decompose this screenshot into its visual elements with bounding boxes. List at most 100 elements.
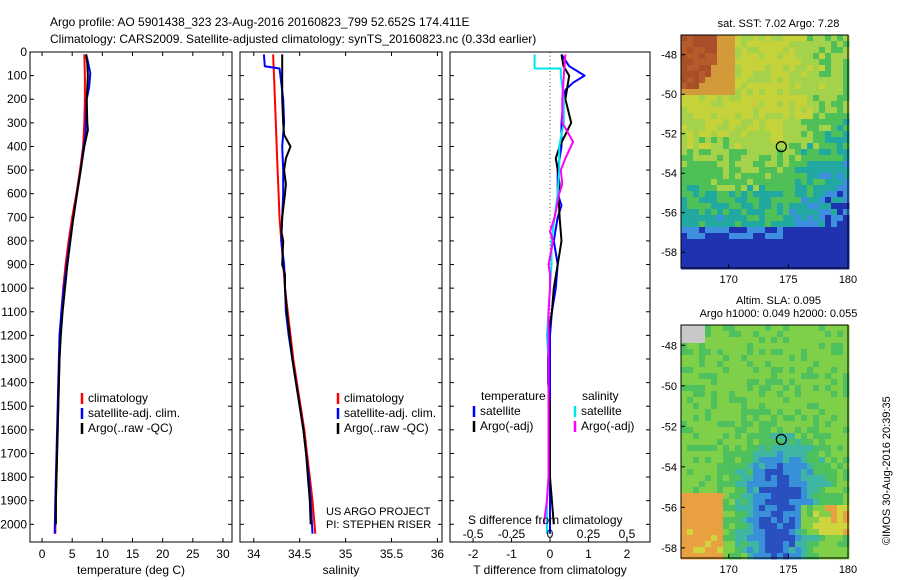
- map-cell: [735, 191, 742, 198]
- map-cell: [789, 203, 796, 210]
- map-cell: [837, 415, 844, 422]
- map-cell: [819, 553, 826, 560]
- map-cell: [801, 385, 808, 392]
- map-cell: [705, 161, 712, 168]
- map-cell: [771, 385, 778, 392]
- map-cell: [837, 487, 844, 494]
- map-cell: [687, 517, 694, 524]
- map-cell: [753, 433, 760, 440]
- y-tick-label: 1700: [0, 446, 27, 460]
- map-cell: [711, 167, 718, 174]
- map-cell: [813, 409, 820, 416]
- map-cell: [843, 203, 850, 210]
- map-cell: [819, 535, 826, 542]
- map-cell: [681, 403, 688, 410]
- map-cell: [735, 457, 742, 464]
- map-cell: [705, 209, 712, 216]
- map-cell: [699, 77, 706, 84]
- map-cell: [813, 337, 820, 344]
- map-cell: [711, 367, 718, 374]
- map-cell: [777, 239, 784, 246]
- y-tick-label: 1100: [1, 305, 27, 319]
- map-cell: [789, 263, 796, 270]
- argo-position-marker: [775, 433, 787, 446]
- map-cell: [681, 481, 688, 488]
- map-cell: [729, 77, 736, 84]
- map-cell: [777, 421, 784, 428]
- map-cell: [759, 385, 766, 392]
- map-cell: [759, 155, 766, 162]
- map-frame: [680, 34, 849, 269]
- map-cell: [693, 89, 700, 96]
- map-cell: [687, 245, 694, 252]
- map-cell: [729, 379, 736, 386]
- map-cell: [795, 95, 802, 102]
- map-cell: [831, 409, 838, 416]
- map-cell: [717, 167, 724, 174]
- map-y-tick-label: -58: [661, 543, 677, 555]
- map-cell: [693, 245, 700, 252]
- map-cell: [819, 71, 826, 78]
- map-cell: [729, 41, 736, 48]
- map-cell: [693, 511, 700, 518]
- map-cell: [693, 155, 700, 162]
- map-cell: [711, 505, 718, 512]
- map-cell: [813, 331, 820, 338]
- map-cell: [765, 379, 772, 386]
- map-cell: [687, 403, 694, 410]
- map-cell: [699, 251, 706, 258]
- map-cell: [687, 553, 694, 560]
- map-cell: [699, 367, 706, 374]
- map-cell: [795, 409, 802, 416]
- map-cell: [789, 59, 796, 66]
- map-cell: [759, 337, 766, 344]
- map-cell: [717, 215, 724, 222]
- map-cell: [771, 65, 778, 72]
- map-cell: [681, 245, 688, 252]
- map-cell: [681, 511, 688, 518]
- map-cell: [693, 113, 700, 120]
- map-cell: [801, 433, 808, 440]
- map-cell: [807, 517, 814, 524]
- map-cell: [705, 361, 712, 368]
- map-cell: [831, 343, 838, 350]
- map-cell: [837, 167, 844, 174]
- map-cell: [843, 233, 850, 240]
- map-cell: [777, 71, 784, 78]
- map-cell: [687, 451, 694, 458]
- map-cell: [747, 77, 754, 84]
- map-cell: [699, 463, 706, 470]
- map-cell: [771, 41, 778, 48]
- map-cell: [681, 547, 688, 554]
- map-cell: [771, 245, 778, 252]
- map-cell: [747, 361, 754, 368]
- map-cell: [837, 35, 844, 42]
- map-cell: [747, 41, 754, 48]
- map-cell: [819, 511, 826, 518]
- map-cell: [837, 227, 844, 234]
- map-cell: [843, 185, 850, 192]
- map-cell: [765, 541, 772, 548]
- map-cell: [843, 499, 850, 506]
- map-cell: [753, 119, 760, 126]
- map-cell: [747, 553, 754, 560]
- map-cell: [819, 251, 826, 258]
- map-cell: [795, 517, 802, 524]
- y-tick-label: 800: [7, 234, 27, 248]
- map-cell: [681, 233, 688, 240]
- map-cell: [717, 415, 724, 422]
- map-cell: [735, 475, 742, 482]
- map-cell: [837, 107, 844, 114]
- map-cell: [789, 185, 796, 192]
- map-cell: [723, 325, 730, 332]
- map-cell: [807, 101, 814, 108]
- map-cell: [795, 239, 802, 246]
- map-cell: [765, 215, 772, 222]
- map-cell: [747, 451, 754, 458]
- map-cell: [681, 433, 688, 440]
- map-cell: [777, 173, 784, 180]
- map-cell: [795, 77, 802, 84]
- map-cell: [705, 499, 712, 506]
- map-cell: [747, 53, 754, 60]
- map-cell: [711, 53, 718, 60]
